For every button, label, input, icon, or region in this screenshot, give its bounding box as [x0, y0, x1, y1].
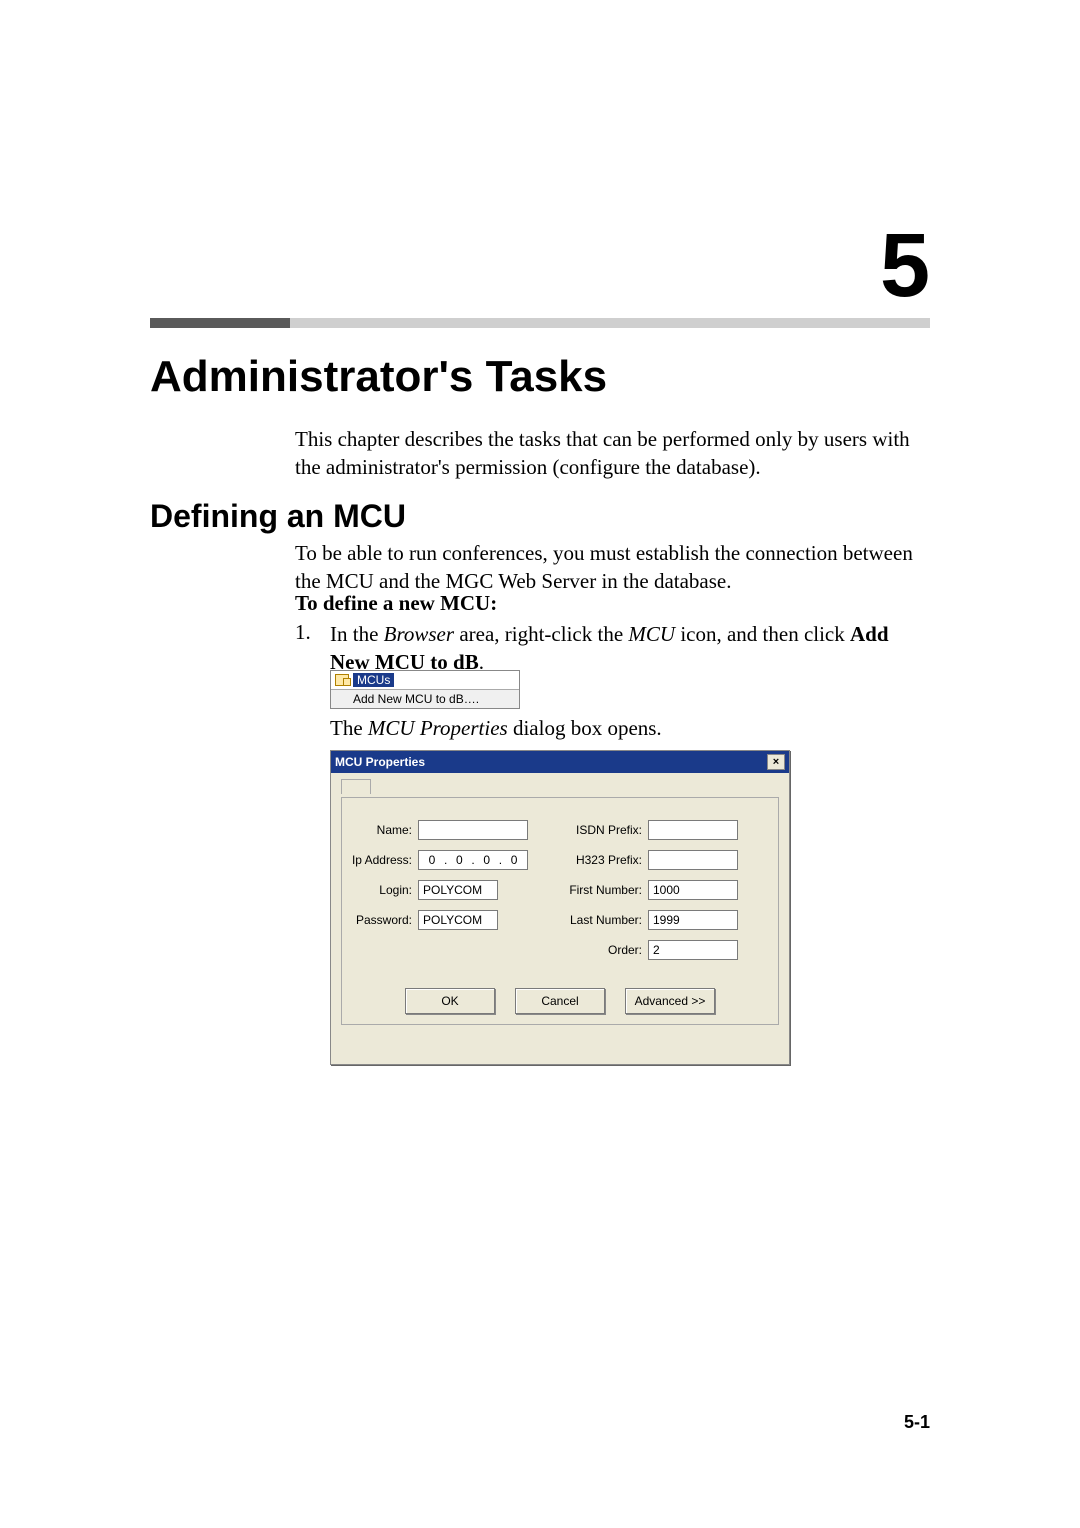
- tree-node: MCUs: [331, 671, 519, 689]
- step1-a: In the: [330, 622, 384, 646]
- step1-b: Browser: [384, 622, 454, 646]
- section-subhead: To define a new MCU:: [295, 591, 497, 616]
- section-para1: To be able to run conferences, you must …: [295, 539, 930, 596]
- step-number: 1.: [295, 620, 311, 645]
- step1-c: area, right-click the: [454, 622, 628, 646]
- ip-oct-0[interactable]: 0: [422, 853, 442, 867]
- dialog-button-row: OK Cancel Advanced >>: [342, 988, 778, 1014]
- close-icon[interactable]: ×: [767, 754, 785, 770]
- field-last: Last Number:: [562, 910, 738, 930]
- mcu-properties-dialog: MCU Properties × Name: Ip Address: 0. 0.…: [330, 750, 790, 1065]
- ip-oct-1[interactable]: 0: [449, 853, 469, 867]
- login-input[interactable]: [418, 880, 498, 900]
- last-number-input[interactable]: [648, 910, 738, 930]
- field-order: Order:: [562, 940, 738, 960]
- chapter-number: 5: [880, 215, 930, 318]
- field-name: Name:: [350, 820, 528, 840]
- first-number-input[interactable]: [648, 880, 738, 900]
- chapter-title: Administrator's Tasks: [150, 352, 607, 402]
- field-isdn: ISDN Prefix:: [562, 820, 738, 840]
- field-password: Password:: [350, 910, 498, 930]
- label-last: Last Number:: [562, 913, 642, 927]
- label-name: Name:: [350, 823, 412, 837]
- section-title: Defining an MCU: [150, 498, 406, 535]
- context-menu-item[interactable]: Add New MCU to dB….: [331, 689, 519, 708]
- dialog-titlebar: MCU Properties ×: [331, 751, 789, 773]
- label-password: Password:: [350, 913, 412, 927]
- field-first: First Number:: [562, 880, 738, 900]
- dialog-panel: Name: Ip Address: 0. 0. 0. 0 Login: Pass…: [341, 797, 779, 1025]
- name-input[interactable]: [418, 820, 528, 840]
- tree-node-label: MCUs: [353, 673, 394, 687]
- page: 5 Administrator's Tasks This chapter des…: [0, 0, 1080, 1528]
- caption-a: The: [330, 716, 368, 740]
- field-ip: Ip Address: 0. 0. 0. 0: [350, 850, 528, 870]
- page-number: 5-1: [904, 1412, 930, 1433]
- label-order: Order:: [562, 943, 642, 957]
- label-first: First Number:: [562, 883, 642, 897]
- context-menu-screenshot: MCUs Add New MCU to dB….: [330, 670, 520, 709]
- ip-oct-3[interactable]: 0: [504, 853, 524, 867]
- field-login: Login:: [350, 880, 498, 900]
- ok-button[interactable]: OK: [405, 988, 495, 1014]
- advanced-button[interactable]: Advanced >>: [625, 988, 715, 1014]
- h323-input[interactable]: [648, 850, 738, 870]
- step1-text: In the Browser area, right-click the MCU…: [330, 620, 930, 677]
- label-login: Login:: [350, 883, 412, 897]
- field-h323: H323 Prefix:: [562, 850, 738, 870]
- password-input[interactable]: [418, 910, 498, 930]
- isdn-input[interactable]: [648, 820, 738, 840]
- label-isdn: ISDN Prefix:: [562, 823, 642, 837]
- chapter-intro: This chapter describes the tasks that ca…: [295, 425, 930, 482]
- label-h323: H323 Prefix:: [562, 853, 642, 867]
- step1-d: MCU: [628, 622, 675, 646]
- cancel-button[interactable]: Cancel: [515, 988, 605, 1014]
- tabstrip: [341, 779, 779, 797]
- step1-e: icon, and then click: [675, 622, 850, 646]
- mcus-icon: [335, 674, 349, 686]
- rule-light: [290, 318, 930, 328]
- rule-dark: [150, 318, 290, 328]
- tab-blank[interactable]: [341, 779, 371, 794]
- caption-b: MCU Properties: [368, 716, 508, 740]
- ip-oct-2[interactable]: 0: [477, 853, 497, 867]
- caption: The MCU Properties dialog box opens.: [330, 716, 662, 741]
- caption-c: dialog box opens.: [508, 716, 662, 740]
- dialog-title: MCU Properties: [335, 755, 425, 769]
- ip-input[interactable]: 0. 0. 0. 0: [418, 850, 528, 870]
- label-ip: Ip Address:: [350, 853, 412, 867]
- order-input[interactable]: [648, 940, 738, 960]
